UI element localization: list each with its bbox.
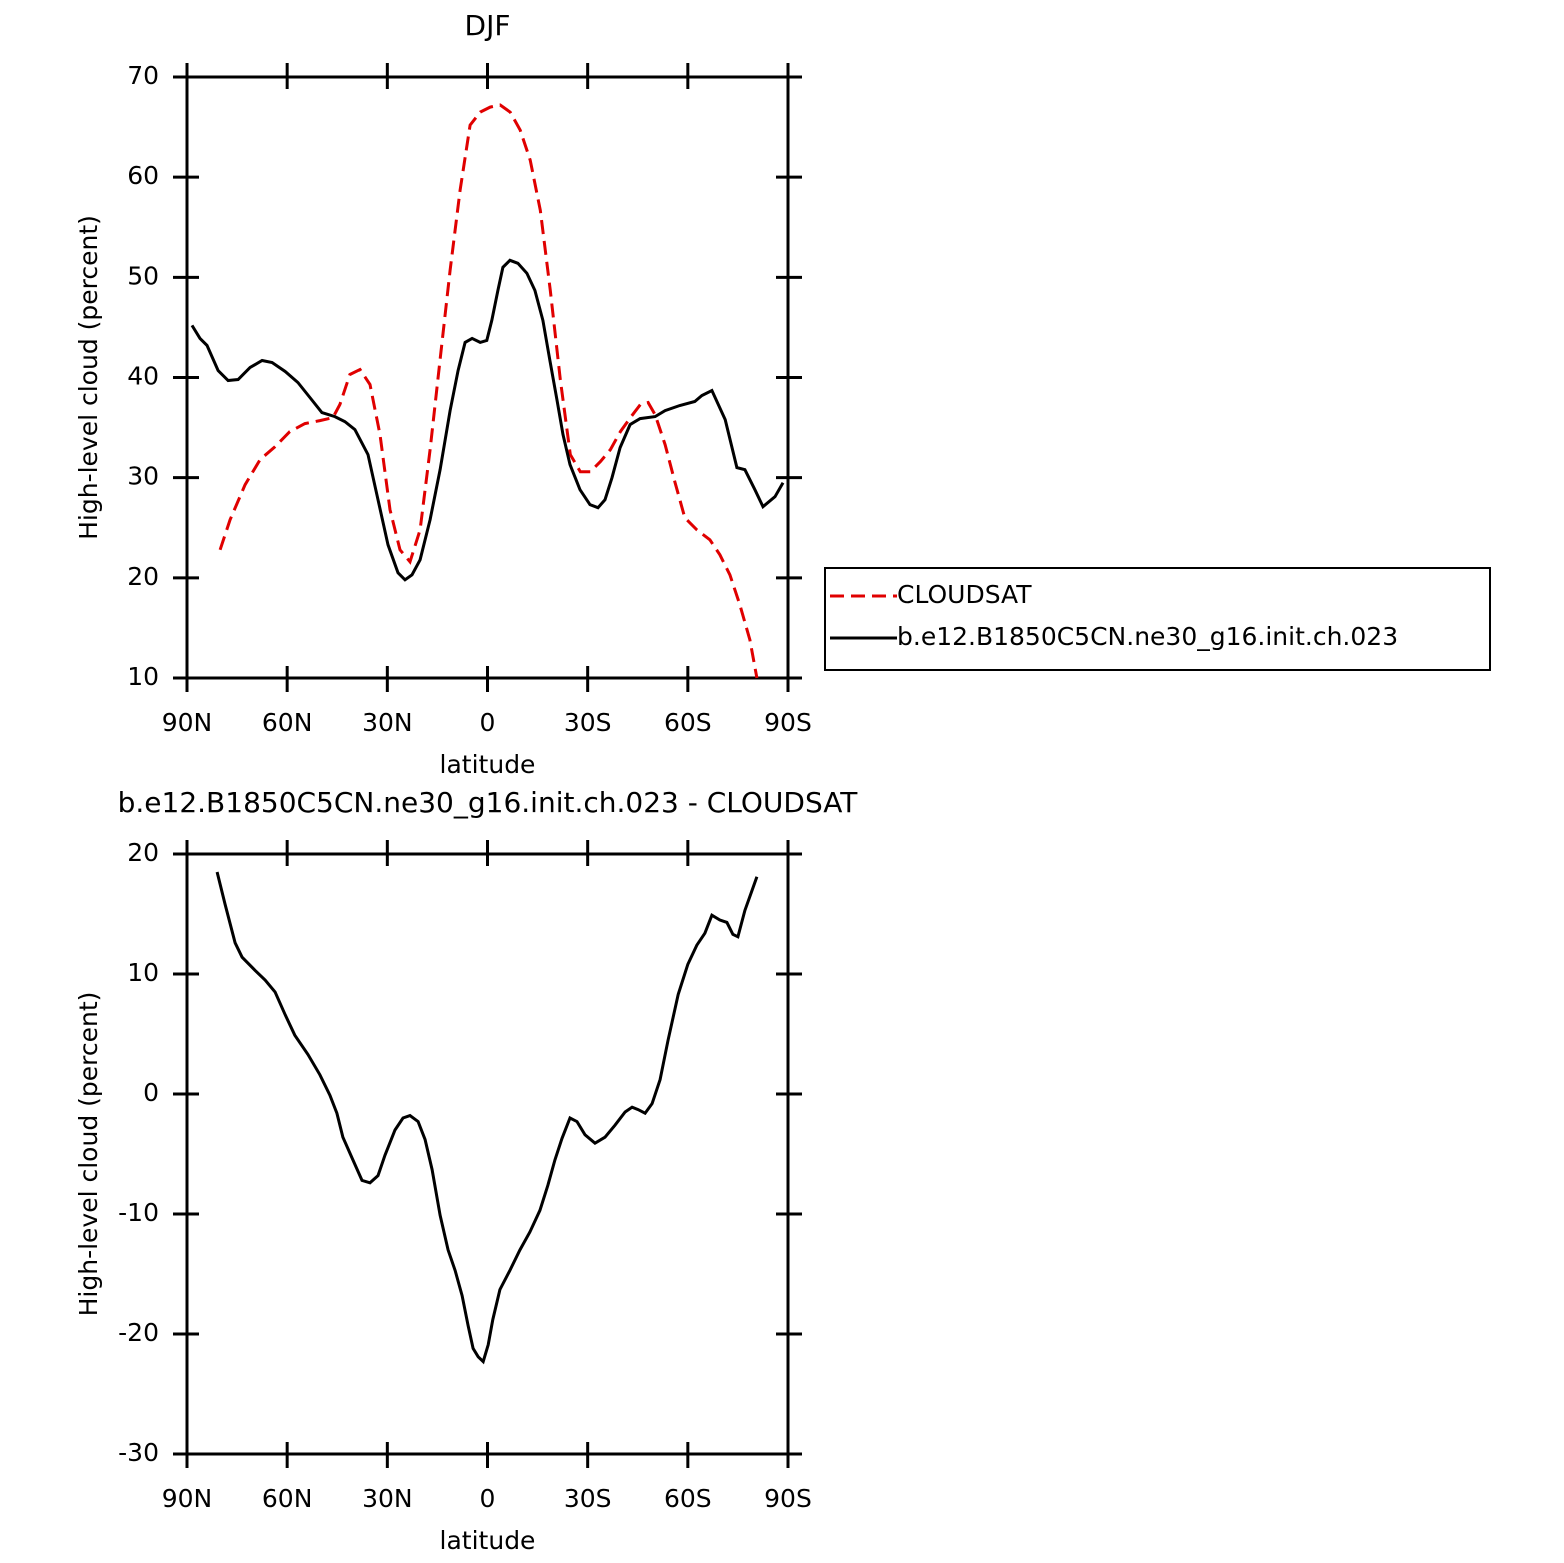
x-tick-label: 90N: [162, 1484, 213, 1513]
x-tick-label: 90N: [162, 708, 213, 737]
y-axis-label: High-level cloud (percent): [74, 992, 103, 1317]
legend-box: [824, 567, 1491, 671]
x-tick-label: 60N: [262, 708, 313, 737]
x-tick-label: 60N: [262, 1484, 313, 1513]
x-tick-label: 30N: [362, 708, 413, 737]
y-tick-label: 40: [127, 362, 159, 391]
x-tick-label: 60S: [664, 708, 712, 737]
series-line: [218, 103, 759, 679]
x-tick-label: 90S: [764, 708, 812, 737]
y-tick-label: -10: [118, 1198, 159, 1227]
x-tick-label: 30S: [564, 1484, 612, 1513]
x-tick-label: 0: [480, 708, 496, 737]
x-axis-label: latitude: [440, 1526, 536, 1555]
x-tick-label: 0: [480, 1484, 496, 1513]
plot-frame: [185, 75, 790, 680]
x-tick-label: 30N: [362, 1484, 413, 1513]
chart-title: b.e12.B1850C5CN.ne30_g16.init.ch.023 - C…: [118, 786, 859, 819]
x-tick-label: 60S: [664, 1484, 712, 1513]
legend-label: b.e12.B1850C5CN.ne30_g16.init.ch.023: [897, 622, 1398, 651]
y-tick-label: 60: [127, 161, 159, 190]
y-tick-label: 10: [127, 662, 159, 691]
y-tick-label: 20: [127, 838, 159, 867]
series-line: [215, 871, 759, 1365]
y-tick-label: -30: [118, 1438, 159, 1467]
series-line: [190, 258, 785, 582]
y-tick-label: 30: [127, 462, 159, 491]
y-axis-label: High-level cloud (percent): [74, 215, 103, 540]
y-tick-label: 70: [127, 61, 159, 90]
y-tick-label: 0: [143, 1078, 159, 1107]
y-tick-label: -20: [118, 1318, 159, 1347]
x-tick-label: 30S: [564, 708, 612, 737]
x-axis-label: latitude: [440, 750, 536, 779]
y-tick-label: 20: [127, 562, 159, 591]
plot-frame: [185, 852, 790, 1456]
y-tick-label: 10: [127, 958, 159, 987]
x-tick-label: 90S: [764, 1484, 812, 1513]
y-tick-label: 50: [127, 261, 159, 290]
chart-title: DJF: [465, 9, 511, 42]
legend-label: CLOUDSAT: [897, 580, 1032, 609]
